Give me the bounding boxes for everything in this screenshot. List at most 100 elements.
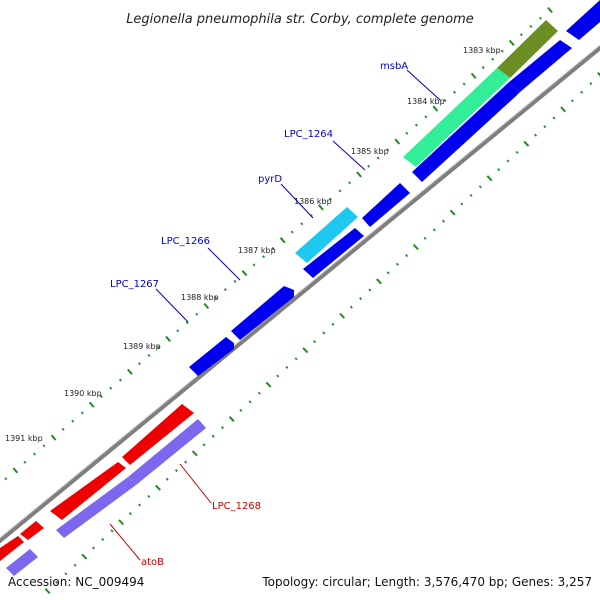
outer-tick	[328, 197, 332, 201]
outer-tick	[539, 16, 542, 20]
outer-tick	[203, 302, 210, 310]
kbp-label-1390: 1390 kbp	[64, 389, 102, 398]
gene-blue-2[interactable]	[508, 40, 572, 92]
gene-red-4[interactable]	[0, 536, 24, 561]
gene-pyrD[interactable]	[295, 207, 358, 263]
inner-tick	[73, 563, 77, 567]
outer-tick	[4, 477, 8, 481]
inner-tick	[101, 537, 105, 541]
kbp-label-1386: 1386 kbp	[294, 197, 332, 206]
inner-tick	[64, 572, 68, 576]
gene-label-LPC_1268[interactable]: LPC_1268	[212, 501, 261, 512]
inner-tick	[331, 322, 335, 326]
inner-tick	[220, 426, 224, 430]
inner-tick	[497, 168, 501, 172]
gene-red-2[interactable]	[50, 462, 126, 520]
outer-tick	[50, 434, 57, 441]
gene-labels: msbA LPC_1264 pyrD LPC_1266 LPC_1267 LPC…	[110, 61, 408, 568]
gene-olive[interactable]	[497, 20, 558, 78]
gene-msbA[interactable]	[403, 68, 510, 167]
inner-tick	[534, 133, 538, 137]
leader-LPC_1266	[207, 247, 241, 281]
inner-tick	[147, 494, 151, 498]
outer-tick	[367, 164, 371, 168]
outer-tick	[405, 131, 409, 135]
gene-blue-1[interactable]	[566, 0, 600, 40]
outer-tick	[394, 138, 401, 145]
inner-tick	[395, 262, 399, 266]
outer-tick	[61, 427, 65, 431]
inner-tick	[211, 434, 215, 438]
gene-purple-1[interactable]	[128, 419, 206, 485]
inner-tick	[44, 588, 51, 594]
outer-tick	[348, 181, 351, 185]
gene-label-LPC_1266[interactable]: LPC_1266	[161, 236, 210, 247]
gene-blue-7[interactable]	[189, 337, 234, 376]
outer-tick	[386, 148, 390, 152]
inner-tick	[118, 519, 125, 526]
gene-red-3[interactable]	[20, 521, 44, 540]
inner-tick	[552, 116, 556, 120]
inner-tick	[386, 271, 390, 275]
gene-label-LPC_1267[interactable]: LPC_1267	[110, 279, 159, 290]
gene-purple-3[interactable]	[6, 549, 38, 576]
genome-summary-text: Topology: circular; Length: 3,576,470 bp…	[261, 575, 592, 589]
inner-tick	[174, 469, 178, 473]
inner-tick	[580, 90, 584, 94]
gene-blue-6[interactable]	[231, 286, 294, 340]
outer-tick	[138, 362, 141, 366]
outer-tick	[88, 401, 95, 408]
outer-tick	[165, 335, 171, 342]
inner-tick	[412, 244, 419, 250]
scale-ticks-outer	[4, 6, 553, 481]
outer-tick	[127, 368, 133, 375]
gene-blue-3[interactable]	[412, 83, 520, 182]
outer-tick	[12, 467, 19, 474]
outer-tick	[481, 66, 485, 70]
outer-tick	[262, 255, 266, 259]
outer-tick	[491, 57, 495, 61]
leader-LPC_1264	[332, 140, 366, 171]
outer-tick	[519, 33, 523, 37]
outer-tick	[214, 296, 218, 300]
outer-tick	[42, 444, 46, 448]
outer-tick	[470, 72, 477, 79]
outer-tick	[508, 39, 515, 46]
inner-tick	[349, 305, 353, 309]
inner-tick	[359, 297, 363, 301]
outer-tick	[529, 24, 533, 28]
inner-tick	[486, 175, 493, 182]
gene-blue-5[interactable]	[303, 228, 364, 278]
gene-red-1[interactable]	[122, 404, 194, 465]
inner-tick	[265, 381, 272, 388]
outer-tick	[290, 230, 294, 234]
outer-tick	[185, 321, 189, 324]
kbp-label-1388: 1388 kbp	[181, 293, 219, 302]
scale-labels: 1383 kbp 1384 kbp 1385 kbp 1386 kbp 1387…	[5, 46, 501, 443]
gene-label-pyrD[interactable]: pyrD	[258, 174, 282, 185]
inner-tick	[285, 365, 289, 369]
inner-tick	[276, 374, 280, 378]
gene-label-LPC_1264[interactable]: LPC_1264	[284, 129, 333, 140]
inner-tick	[339, 312, 346, 319]
inner-tick	[449, 209, 456, 216]
kbp-label-1389: 1389 kbp	[123, 342, 161, 351]
outer-tick	[71, 419, 75, 423]
inner-tick	[543, 125, 547, 129]
outer-tick	[376, 156, 380, 160]
gene-label-atoB[interactable]: atoB	[141, 557, 164, 568]
gene-label-msbA[interactable]: msbA	[380, 61, 408, 72]
forward-strand	[295, 20, 558, 263]
inner-tick	[81, 553, 88, 560]
gene-purple-2[interactable]	[56, 477, 136, 538]
kbp-label-1391: 1391 kbp	[5, 434, 43, 443]
reverse-purple-genes	[6, 419, 206, 576]
outer-tick	[338, 189, 342, 193]
inner-tick	[138, 503, 142, 507]
gene-blue-4[interactable]	[362, 183, 410, 227]
kbp-label-1385: 1385 kbp	[351, 147, 389, 156]
inner-tick	[155, 484, 161, 491]
inner-tick	[92, 546, 95, 550]
inner-tick	[239, 408, 243, 412]
inner-tick	[313, 340, 317, 344]
